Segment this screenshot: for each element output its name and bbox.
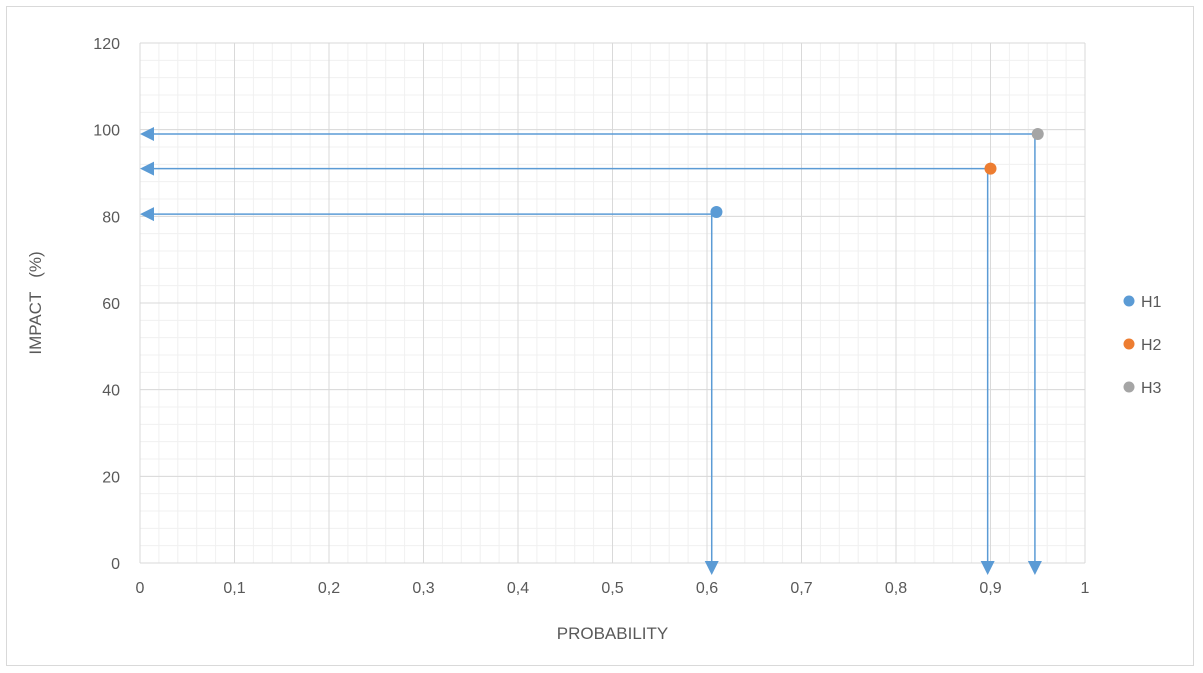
arrowhead-left-icon — [140, 207, 154, 222]
legend-label-h3: H3 — [1141, 380, 1162, 397]
x-tick-label: 0,8 — [885, 580, 907, 597]
x-tick-label: 0,1 — [223, 580, 245, 597]
chart-frame: 0 0,1 0,2 0,3 0,4 0,5 0,6 0,7 0,8 0,9 1 0 20 40 60 80 10… — [6, 6, 1194, 666]
x-tick-label: 0,7 — [790, 580, 812, 597]
data-point-h2 — [984, 162, 997, 175]
x-tick-label: 0,3 — [412, 580, 434, 597]
data-point-h1 — [710, 206, 723, 218]
x-tick-label: 0,2 — [318, 580, 340, 597]
legend-label-h2: H2 — [1141, 337, 1162, 354]
x-tick-label: 0,9 — [979, 580, 1001, 597]
arrowhead-left-icon — [140, 127, 154, 141]
legend-marker-h1 — [1123, 295, 1135, 307]
x-tick-label: 0 — [136, 580, 145, 597]
y-tick-label: 0 — [111, 556, 120, 573]
y-tick-label: 20 — [102, 469, 120, 486]
arrowhead-down-icon — [1027, 561, 1042, 575]
x-axis-title: PROBABILITY — [557, 624, 668, 643]
legend-marker-h3 — [1123, 381, 1135, 393]
y-tick-label: 120 — [93, 36, 120, 53]
y-tick-label: 100 — [93, 123, 120, 140]
arrowhead-down-icon — [704, 561, 719, 575]
x-tick-label: 0,5 — [601, 580, 623, 597]
data-point-h3 — [1031, 128, 1044, 140]
y-tick-label: 60 — [102, 296, 120, 313]
y-tick-label: 40 — [102, 383, 120, 400]
x-tick-label: 1 — [1081, 580, 1090, 597]
y-axis-title: IMPACT (%) — [26, 251, 45, 354]
x-tick-label: 0,6 — [696, 580, 718, 597]
x-tick-label: 0,4 — [507, 580, 529, 597]
legend-marker-h2 — [1123, 338, 1135, 350]
scatter-chart: 0 0,1 0,2 0,3 0,4 0,5 0,6 0,7 0,8 0,9 1 0 20 40 60 80 10… — [26, 36, 1162, 643]
arrowhead-down-icon — [980, 561, 995, 575]
y-tick-label: 80 — [102, 209, 120, 226]
arrowhead-left-icon — [140, 161, 154, 176]
legend-label-h1: H1 — [1141, 294, 1162, 311]
